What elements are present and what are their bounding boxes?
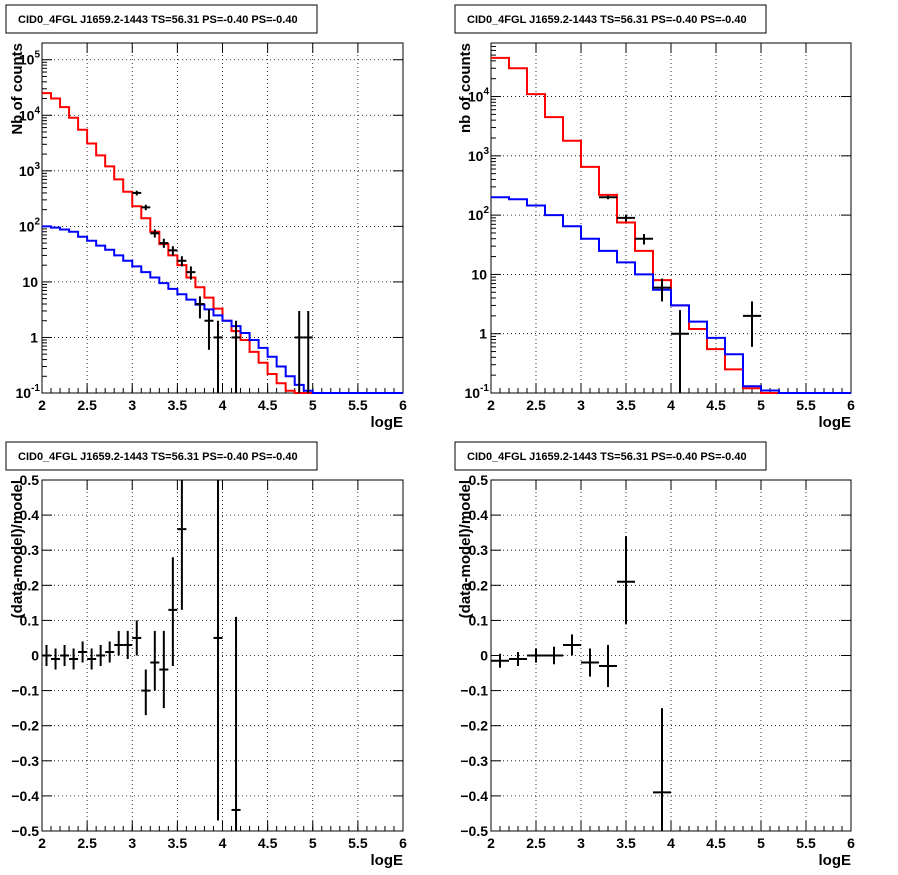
y-tick-label: 1 — [30, 329, 38, 345]
x-axis-label: logE — [371, 852, 404, 869]
chart-panel-2: CID0_4FGL J1659.2-1443 TS=56.31 PS=-0.40… — [454, 4, 855, 431]
y-tick-label: 0 — [480, 648, 488, 664]
y-tick-label: 0.5 — [469, 472, 489, 488]
x-tick-label: 3.5 — [168, 835, 188, 851]
x-tick-label: 3 — [128, 397, 136, 413]
x-tick-label: 6 — [399, 835, 407, 851]
y-tick-label: −0.1 — [11, 683, 39, 699]
y-axis-label: (data-model)/model — [457, 480, 474, 618]
y-tick-label: −0.1 — [460, 683, 488, 699]
series-1-line — [491, 56, 779, 394]
y-tick-label: −0.3 — [11, 753, 39, 769]
y-tick-label: 0 — [31, 648, 39, 664]
y-tick-label: 10 — [471, 266, 487, 282]
y-tick-label: 1 — [479, 326, 487, 342]
y-tick-label: 0.4 — [469, 507, 489, 523]
x-tick-label: 4 — [219, 397, 227, 413]
y-tick-label: 102 — [19, 216, 41, 234]
x-tick-label: 5 — [309, 397, 317, 413]
x-tick-label: 2.5 — [77, 835, 97, 851]
x-tick-label: 4.5 — [258, 835, 278, 851]
x-tick-label: 4.5 — [706, 835, 726, 851]
x-axis-label: logE — [819, 414, 852, 431]
x-tick-label: 3.5 — [168, 397, 188, 413]
x-tick-label: 4.5 — [706, 397, 726, 413]
x-axis-label: logE — [819, 852, 852, 869]
series-1-line — [42, 92, 313, 394]
x-tick-label: 2.5 — [526, 397, 546, 413]
x-tick-label: 4.5 — [258, 397, 278, 413]
x-tick-label: 5.5 — [348, 397, 368, 413]
y-tick-label: −0.2 — [460, 718, 488, 734]
y-tick-label: 0.3 — [469, 542, 489, 558]
x-tick-label: 4 — [667, 835, 675, 851]
chart-title-box — [454, 4, 767, 34]
plot-frame — [41, 42, 404, 394]
chart-title-box — [5, 4, 318, 34]
y-tick-label: −0.5 — [460, 823, 488, 839]
chart-title: CID0_4FGL J1659.2-1443 TS=56.31 PS=-0.40… — [18, 451, 298, 463]
x-tick-label: 5 — [309, 835, 317, 851]
chart-title-box — [5, 441, 318, 471]
x-tick-label: 2.5 — [77, 397, 97, 413]
x-tick-label: 3.5 — [616, 835, 636, 851]
x-tick-label: 6 — [399, 397, 407, 413]
y-tick-label: 0.4 — [20, 507, 40, 523]
x-tick-label: 3.5 — [616, 397, 636, 413]
y-tick-label: 0.3 — [20, 542, 40, 558]
y-tick-label: 0.5 — [20, 472, 40, 488]
y-tick-label: 104 — [468, 87, 490, 105]
y-tick-label: 105 — [19, 50, 41, 68]
chart-title-box — [454, 441, 767, 471]
y-tick-label: 0.1 — [469, 612, 489, 628]
chart-title: CID0_4FGL J1659.2-1443 TS=56.31 PS=-0.40… — [467, 14, 747, 26]
x-tick-label: 6 — [847, 397, 855, 413]
x-tick-label: 3 — [577, 835, 585, 851]
y-tick-label: 102 — [468, 205, 490, 223]
x-tick-label: 5 — [757, 835, 765, 851]
y-axis-label: nb of counts — [457, 43, 474, 133]
y-tick-label: 10-1 — [16, 383, 41, 401]
x-tick-label: 2 — [487, 397, 495, 413]
x-tick-label: 5 — [757, 397, 765, 413]
x-tick-label: 6 — [847, 835, 855, 851]
x-tick-label: 4 — [667, 397, 675, 413]
x-tick-label: 3 — [128, 835, 136, 851]
chart-panel-3: CID0_4FGL J1659.2-1443 TS=56.31 PS=-0.40… — [5, 441, 407, 869]
y-tick-label: 10 — [22, 274, 38, 290]
chart-title: CID0_4FGL J1659.2-1443 TS=56.31 PS=-0.40… — [18, 14, 298, 26]
chart-panel-4: CID0_4FGL J1659.2-1443 TS=56.31 PS=-0.40… — [454, 441, 855, 869]
x-tick-label: 3 — [577, 397, 585, 413]
chart-panel-1: CID0_4FGL J1659.2-1443 TS=56.31 PS=-0.40… — [5, 4, 407, 431]
x-tick-label: 2 — [38, 397, 46, 413]
x-tick-label: 5.5 — [348, 835, 368, 851]
y-tick-label: 0.2 — [469, 577, 489, 593]
x-tick-label: 5.5 — [796, 835, 816, 851]
x-tick-label: 5.5 — [796, 397, 816, 413]
y-tick-label: 0.2 — [20, 577, 40, 593]
y-tick-label: 104 — [19, 105, 41, 123]
x-tick-label: 2.5 — [526, 835, 546, 851]
y-tick-label: −0.3 — [460, 753, 488, 769]
chart-title: CID0_4FGL J1659.2-1443 TS=56.31 PS=-0.40… — [467, 451, 747, 463]
y-axis-label: Nb of counts — [9, 43, 26, 135]
x-tick-label: 2 — [38, 835, 46, 851]
y-tick-label: −0.2 — [11, 718, 39, 734]
y-tick-label: 103 — [19, 161, 41, 179]
y-tick-label: −0.5 — [11, 823, 39, 839]
y-axis-label: (data-model)/model — [9, 480, 26, 618]
x-tick-label: 4 — [219, 835, 227, 851]
y-tick-label: −0.4 — [11, 788, 39, 804]
y-tick-label: 103 — [468, 146, 490, 164]
y-tick-label: −0.4 — [460, 788, 488, 804]
x-tick-label: 2 — [487, 835, 495, 851]
y-tick-label: 10-1 — [465, 383, 490, 401]
series-2-line — [491, 196, 851, 394]
y-tick-label: 0.1 — [20, 612, 40, 628]
x-axis-label: logE — [371, 414, 404, 431]
